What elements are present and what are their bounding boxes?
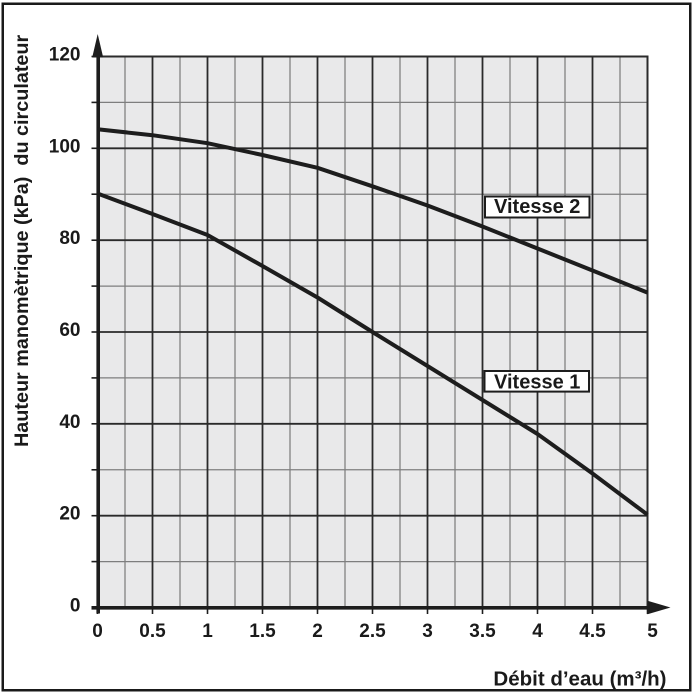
svg-text:Vitesse 2: Vitesse 2 [494,196,580,218]
svg-text:4: 4 [532,621,543,642]
svg-text:2.5: 2.5 [359,621,386,642]
svg-text:0.5: 0.5 [139,621,166,642]
svg-text:Hauteur manomètrique (kPa) du: Hauteur manomètrique (kPa) du circulateu… [11,34,33,447]
svg-text:3: 3 [422,621,433,642]
svg-text:60: 60 [59,320,80,341]
svg-text:3.5: 3.5 [469,621,496,642]
svg-text:4.5: 4.5 [579,621,606,642]
svg-text:Vitesse 1: Vitesse 1 [494,371,580,393]
svg-text:Débit d’eau (m³/h): Débit d’eau (m³/h) [493,668,666,691]
svg-text:2: 2 [312,621,323,642]
svg-text:80: 80 [59,228,80,249]
svg-text:100: 100 [49,136,81,157]
svg-text:20: 20 [59,504,80,525]
svg-text:0: 0 [92,621,103,642]
svg-text:1: 1 [202,621,213,642]
svg-text:40: 40 [59,412,80,433]
svg-text:5: 5 [647,621,658,642]
svg-text:0: 0 [70,596,81,617]
svg-text:1.5: 1.5 [249,621,276,642]
svg-text:120: 120 [49,45,81,66]
